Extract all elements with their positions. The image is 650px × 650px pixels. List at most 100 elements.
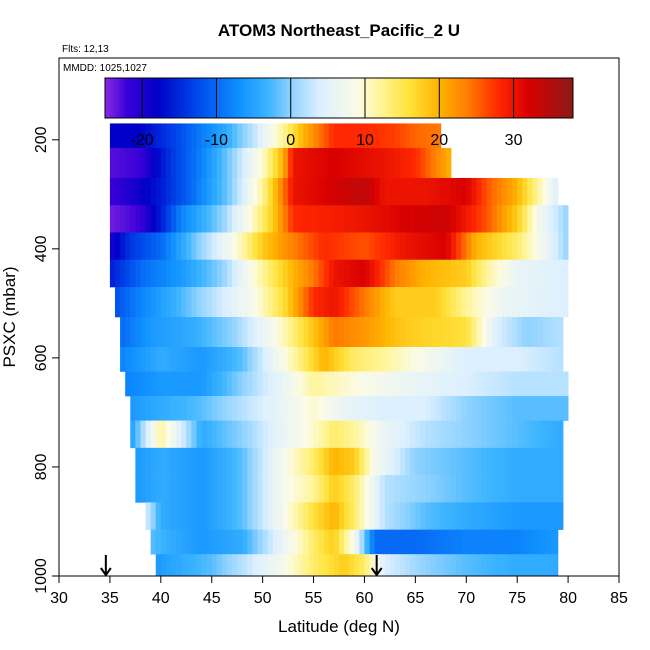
heatmap-cell bbox=[216, 502, 223, 530]
heatmap-cell bbox=[109, 259, 116, 288]
heatmap-cell bbox=[298, 123, 304, 149]
colorbar-segment bbox=[281, 78, 285, 118]
heatmap-cell bbox=[303, 259, 309, 288]
heatmap-cell bbox=[496, 529, 503, 555]
colorbar-segment bbox=[266, 78, 270, 118]
heatmap-cell bbox=[196, 259, 202, 288]
heatmap-cell bbox=[349, 317, 355, 348]
heatmap-cell bbox=[171, 147, 177, 179]
heatmap-cell bbox=[293, 259, 299, 288]
heatmap-cell bbox=[522, 205, 528, 233]
heatmap-cell bbox=[557, 371, 564, 397]
heatmap-cell bbox=[557, 447, 564, 476]
heatmap-cell bbox=[160, 259, 167, 288]
colorbar-segment bbox=[469, 78, 472, 118]
heatmap-cell bbox=[410, 346, 416, 372]
heatmap-cell bbox=[456, 317, 462, 348]
heatmap-cell bbox=[400, 147, 406, 179]
heatmap-cell bbox=[501, 205, 508, 233]
heatmap-cell bbox=[425, 447, 432, 476]
heatmap-cell bbox=[552, 475, 559, 503]
heatmap-cell bbox=[461, 396, 467, 421]
heatmap-cell bbox=[237, 346, 243, 372]
heatmap-cell bbox=[496, 177, 503, 206]
heatmap-cell bbox=[537, 371, 544, 397]
colorbar-segment bbox=[534, 78, 537, 118]
heatmap-cell bbox=[171, 502, 177, 530]
heatmap-cell bbox=[267, 554, 274, 577]
heatmap-cell bbox=[318, 123, 325, 149]
colorbar-segment bbox=[193, 78, 197, 118]
heatmap-cell bbox=[400, 205, 406, 233]
heatmap-cell bbox=[211, 147, 218, 179]
colorbar-segment bbox=[565, 78, 569, 118]
heatmap-cell bbox=[333, 529, 340, 555]
colorbar-segment bbox=[505, 78, 509, 118]
heatmap-cell bbox=[196, 317, 202, 348]
arrow-marker-head bbox=[100, 567, 112, 577]
heatmap-cell bbox=[216, 447, 223, 476]
colorbar-segment bbox=[513, 78, 517, 118]
heatmap-cell bbox=[425, 420, 432, 449]
colorbar-segment bbox=[398, 78, 402, 118]
heatmap-cell bbox=[527, 287, 533, 318]
heatmap-cell bbox=[379, 205, 386, 233]
heatmap-cell bbox=[155, 147, 162, 179]
heatmap-cell bbox=[491, 371, 498, 397]
heatmap-cell bbox=[150, 147, 157, 179]
heatmap-cell bbox=[145, 420, 152, 449]
heatmap-cell bbox=[323, 317, 330, 348]
heatmap-cell bbox=[191, 205, 197, 233]
heatmap-cell bbox=[481, 502, 488, 530]
heatmap-cell bbox=[379, 317, 386, 348]
heatmap-cell bbox=[308, 346, 314, 372]
heatmap-cell bbox=[145, 346, 152, 372]
heatmap-cell bbox=[323, 259, 330, 288]
heatmap-cell bbox=[420, 123, 426, 149]
heatmap-cell bbox=[359, 447, 365, 476]
heatmap-cell bbox=[160, 447, 167, 476]
heatmap-cell bbox=[135, 475, 141, 503]
heatmap-cell bbox=[471, 420, 477, 449]
heatmap-cell bbox=[354, 529, 360, 555]
heatmap-cell bbox=[405, 502, 411, 530]
heatmap-cell bbox=[374, 259, 381, 288]
heatmap-cell bbox=[349, 396, 355, 421]
heatmap-cell bbox=[333, 371, 340, 397]
heatmap-cell bbox=[440, 232, 447, 261]
heatmap-cell bbox=[328, 475, 335, 503]
heatmap-cell bbox=[486, 420, 493, 449]
heatmap-cell bbox=[165, 475, 172, 503]
heatmap-cell bbox=[339, 205, 345, 233]
heatmap-cell bbox=[257, 123, 264, 149]
heatmap-cell bbox=[461, 232, 467, 261]
heatmap-cell bbox=[405, 205, 411, 233]
heatmap-cell bbox=[272, 371, 279, 397]
heatmap-cell bbox=[471, 396, 477, 421]
heatmap-cell bbox=[201, 177, 208, 206]
heatmap-cell bbox=[496, 447, 503, 476]
heatmap-cell bbox=[451, 346, 457, 372]
heatmap-cell bbox=[318, 259, 325, 288]
heatmap-cell bbox=[130, 371, 136, 397]
heatmap-cell bbox=[328, 287, 335, 318]
heatmap-cell bbox=[328, 447, 335, 476]
heatmap-cell bbox=[145, 287, 152, 318]
heatmap-cell bbox=[262, 420, 269, 449]
y-tick-label: 1000 bbox=[33, 558, 50, 594]
heatmap-cell bbox=[288, 287, 294, 318]
heatmap-cell bbox=[522, 259, 528, 288]
plot-frame bbox=[58, 57, 620, 577]
heatmap-cell bbox=[435, 123, 442, 149]
heatmap-cell bbox=[115, 177, 121, 206]
colorbar-segment bbox=[531, 78, 535, 118]
heatmap-cell bbox=[227, 259, 233, 288]
heatmap-cell bbox=[384, 554, 391, 577]
heatmap-cell bbox=[501, 554, 508, 577]
heatmap-cell bbox=[557, 232, 564, 261]
heatmap-cell bbox=[395, 205, 401, 233]
heatmap-cell bbox=[181, 396, 187, 421]
heatmap-cell bbox=[206, 259, 213, 288]
heatmap-cell bbox=[318, 346, 325, 372]
heatmap-cell bbox=[232, 475, 238, 503]
